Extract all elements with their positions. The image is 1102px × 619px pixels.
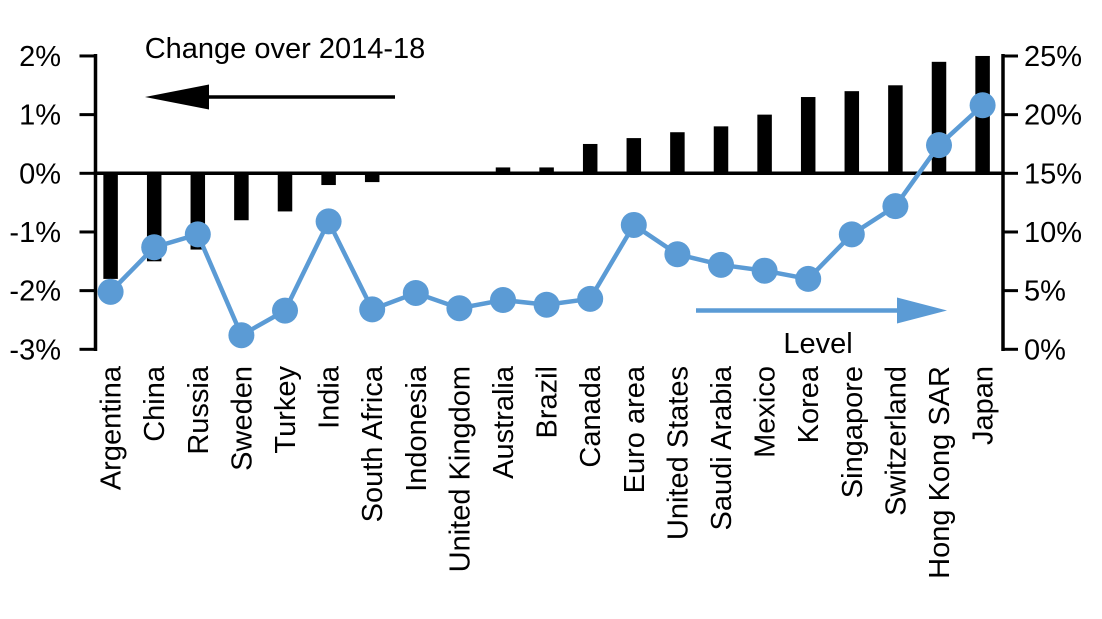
line-point xyxy=(272,297,298,324)
right-axis-tick-label: 10% xyxy=(1024,217,1082,249)
right-axis-tick-label: 0% xyxy=(1024,334,1066,366)
left-axis-tick-label: -1% xyxy=(9,217,61,249)
right-axis-tick-label: 5% xyxy=(1024,276,1066,308)
x-axis-label: Russia xyxy=(183,365,215,455)
bar xyxy=(582,143,598,174)
left-axis-tick-label: 0% xyxy=(19,158,61,190)
x-axis-label: Australia xyxy=(488,365,520,479)
right-arrow-icon xyxy=(696,297,947,324)
bar xyxy=(539,167,554,174)
x-axis-label: Euro area xyxy=(619,365,651,493)
bar xyxy=(495,167,511,174)
right-axis: 25% 20% 15% 10% 5% 0% xyxy=(1001,41,1082,366)
bar xyxy=(888,85,903,174)
line-point xyxy=(795,265,822,292)
x-axis-label: Canada xyxy=(575,365,607,467)
x-axis-label: Hong Kong SAR xyxy=(924,366,956,579)
left-axis-tick-label: -3% xyxy=(9,334,61,366)
line-point xyxy=(926,132,952,159)
x-axis-label: Korea xyxy=(793,365,825,443)
x-axis-label: Singapore xyxy=(837,366,869,498)
left-arrow-icon xyxy=(145,84,395,110)
bar xyxy=(364,173,380,183)
x-axis-label: Brazil xyxy=(532,366,564,439)
bar-series-annotation: Change over 2014-18 xyxy=(145,33,426,110)
left-axis-tick-label: -2% xyxy=(9,276,61,308)
bar xyxy=(713,126,729,174)
left-axis-tick-label: 2% xyxy=(19,41,61,73)
bar xyxy=(277,173,293,212)
line-point xyxy=(751,257,778,284)
line-point xyxy=(359,296,386,323)
line-point xyxy=(664,241,691,268)
x-axis-label: South Africa xyxy=(357,365,389,522)
x-axis-label: India xyxy=(314,365,346,429)
right-axis-tick-label: 20% xyxy=(1024,100,1082,132)
x-axis-label: Turkey xyxy=(270,366,302,454)
line-point xyxy=(184,221,211,248)
line-point xyxy=(97,278,124,305)
bar xyxy=(234,173,249,221)
bar xyxy=(103,173,118,279)
bar-series-title: Change over 2014-18 xyxy=(145,33,426,65)
line-point xyxy=(533,291,560,318)
x-axis-label: Mexico xyxy=(750,366,782,458)
bar xyxy=(757,114,772,174)
x-axis-label: United States xyxy=(662,366,694,540)
right-axis-tick-label: 25% xyxy=(1024,41,1082,73)
x-axis-label: Japan xyxy=(968,366,1000,445)
bar xyxy=(626,138,642,174)
line-series-title: Level xyxy=(783,328,852,360)
line-series-annotation: Level xyxy=(696,297,947,360)
line-series-group xyxy=(97,92,996,349)
x-axis-category-labels: Argentina China Russia Sweden Turkey India Sou… xyxy=(96,365,1000,579)
x-axis-label: China xyxy=(139,365,171,442)
bar xyxy=(800,97,816,174)
x-axis-label: Sweden xyxy=(226,366,258,471)
line-point xyxy=(969,92,996,119)
line-point xyxy=(446,295,473,322)
line-point xyxy=(490,287,516,314)
line-point xyxy=(577,285,604,312)
line-point xyxy=(315,208,342,235)
x-axis-label: United Kingdom xyxy=(444,366,476,572)
line-point xyxy=(228,322,255,349)
line-point xyxy=(402,279,429,306)
line-point xyxy=(141,234,168,261)
x-axis-label: Argentina xyxy=(96,365,128,490)
bar xyxy=(670,132,685,174)
line-point xyxy=(620,211,647,238)
x-axis-label: Indonesia xyxy=(401,365,433,492)
line-point xyxy=(838,221,865,248)
x-axis-label: Switzerland xyxy=(880,366,912,516)
left-axis: 2% 1% 0% -1% -2% -3% xyxy=(9,41,98,366)
left-axis-tick-label: 1% xyxy=(19,100,61,132)
bar xyxy=(321,173,336,186)
line-point xyxy=(708,251,734,278)
bar xyxy=(844,91,860,174)
right-axis-tick-label: 15% xyxy=(1024,158,1082,190)
x-axis-label: Saudi Arabia xyxy=(706,365,738,530)
line-point xyxy=(882,193,909,220)
